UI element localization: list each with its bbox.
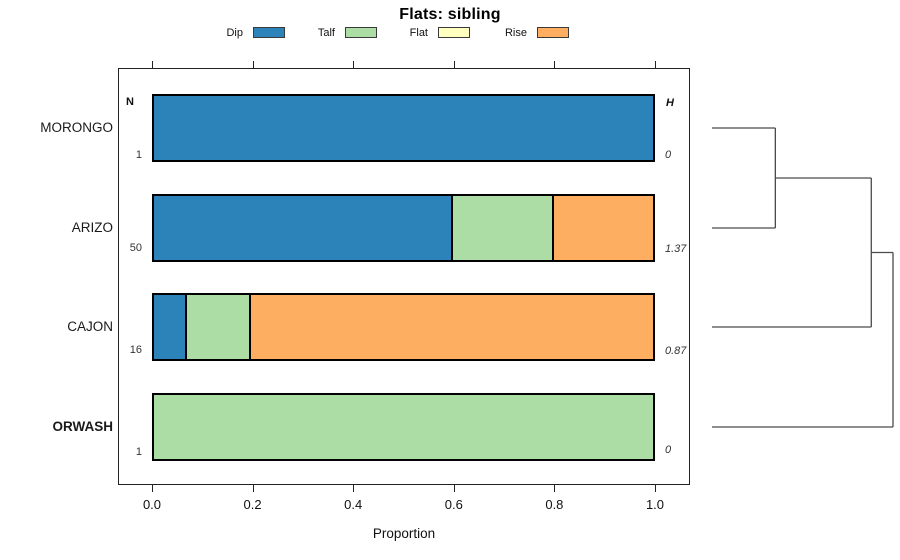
axis-tick-bottom [353, 485, 355, 492]
n-value-cajon: 16 [129, 344, 142, 356]
n-value-morongo: 1 [135, 149, 142, 161]
axis-tick-top [152, 61, 153, 68]
bar-segment-dip [154, 96, 653, 160]
n-column-header: N [126, 96, 134, 108]
n-value-orwash: 1 [135, 446, 142, 458]
bar-segment-rise [552, 196, 653, 260]
plot-area [118, 68, 690, 485]
bar-segment-talf [154, 395, 653, 459]
axis-tick-bottom [152, 485, 153, 492]
axis-tick-top [353, 61, 355, 68]
n-value-arizo: 50 [129, 242, 142, 254]
h-value-orwash: 0 [665, 444, 672, 456]
legend-swatch-talf [345, 27, 377, 38]
legend-label-dip: Dip [226, 27, 243, 39]
category-label-morongo: MORONGO [40, 120, 113, 135]
axis-tick-top [453, 61, 455, 68]
category-label-arizo: ARIZO [71, 220, 113, 235]
axis-tick-label: 1.0 [645, 497, 665, 512]
axis-tick-top [554, 61, 556, 68]
h-value-morongo: 0 [665, 149, 672, 161]
h-column-header: H [666, 97, 674, 109]
legend-swatch-dip [253, 27, 285, 38]
axis-tick-bottom [655, 485, 656, 492]
category-label-orwash: ORWASH [52, 419, 113, 434]
bar-cajon [152, 293, 655, 361]
axis-tick-bottom [554, 485, 556, 492]
legend-label-rise: Rise [504, 27, 527, 39]
x-axis-title: Proportion [372, 526, 436, 541]
bar-segment-talf [451, 196, 552, 260]
bar-arizo [152, 194, 655, 262]
axis-tick-label: 0.8 [545, 497, 564, 512]
axis-tick-bottom [453, 485, 455, 492]
axis-tick-label: 0.6 [444, 497, 463, 512]
axis-tick-top [252, 61, 254, 68]
h-value-cajon: 0.87 [665, 345, 687, 357]
bar-morongo [152, 94, 655, 162]
h-value-arizo: 1.37 [665, 243, 687, 255]
bar-segment-dip [154, 295, 185, 359]
legend-swatch-rise [537, 27, 569, 38]
axis-tick-label: 0.0 [142, 497, 162, 512]
category-label-cajon: CAJON [67, 319, 113, 334]
chart-title: Flats: sibling [399, 6, 501, 23]
legend-swatch-flat [438, 27, 470, 38]
axis-tick-bottom [252, 485, 254, 492]
bar-segment-rise [248, 295, 653, 359]
legend-label-talf: Talf [317, 27, 335, 39]
axis-tick-label: 0.4 [344, 497, 363, 512]
legend-label-flat: Flat [409, 27, 428, 39]
bar-segment-talf [184, 295, 249, 359]
bar-segment-dip [154, 196, 451, 260]
axis-tick-top [655, 61, 656, 68]
bar-orwash [152, 393, 655, 461]
axis-tick-label: 0.2 [243, 497, 262, 512]
